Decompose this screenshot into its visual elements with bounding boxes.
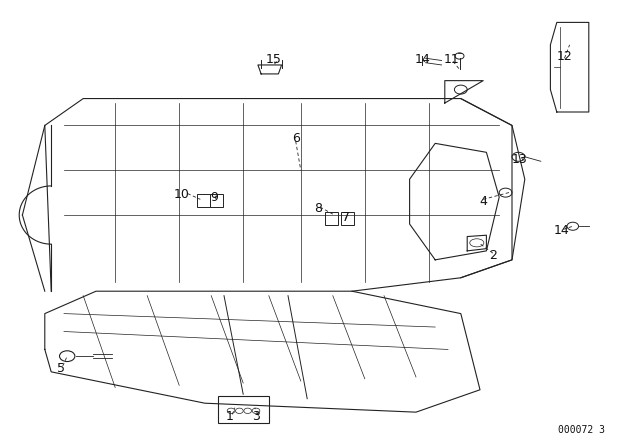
Circle shape <box>227 408 235 414</box>
Text: 3: 3 <box>252 410 260 423</box>
Text: 7: 7 <box>342 211 349 224</box>
Text: 14: 14 <box>415 52 430 66</box>
Circle shape <box>567 222 579 230</box>
Circle shape <box>499 188 512 197</box>
Text: 11: 11 <box>444 52 459 66</box>
Text: 4: 4 <box>479 195 487 208</box>
FancyBboxPatch shape <box>218 396 269 423</box>
Text: 2: 2 <box>489 249 497 262</box>
Circle shape <box>455 53 464 59</box>
Circle shape <box>244 408 252 414</box>
Circle shape <box>454 85 467 94</box>
Text: 10: 10 <box>173 188 189 202</box>
Text: 5: 5 <box>57 362 65 375</box>
Text: 15: 15 <box>266 52 282 66</box>
FancyBboxPatch shape <box>341 212 354 225</box>
FancyBboxPatch shape <box>210 194 223 207</box>
Circle shape <box>252 408 260 414</box>
FancyBboxPatch shape <box>197 194 210 207</box>
Text: 14: 14 <box>554 224 570 237</box>
Circle shape <box>512 152 525 161</box>
Text: 000072 3: 000072 3 <box>558 425 605 435</box>
Ellipse shape <box>470 239 484 247</box>
Text: 6: 6 <box>292 132 300 146</box>
Text: 12: 12 <box>557 49 572 63</box>
Text: 8: 8 <box>314 202 322 215</box>
Text: 1: 1 <box>225 410 233 423</box>
Circle shape <box>236 408 243 414</box>
Text: 9: 9 <box>210 190 218 204</box>
Circle shape <box>60 351 75 362</box>
Text: 13: 13 <box>512 152 527 166</box>
FancyBboxPatch shape <box>325 212 338 225</box>
